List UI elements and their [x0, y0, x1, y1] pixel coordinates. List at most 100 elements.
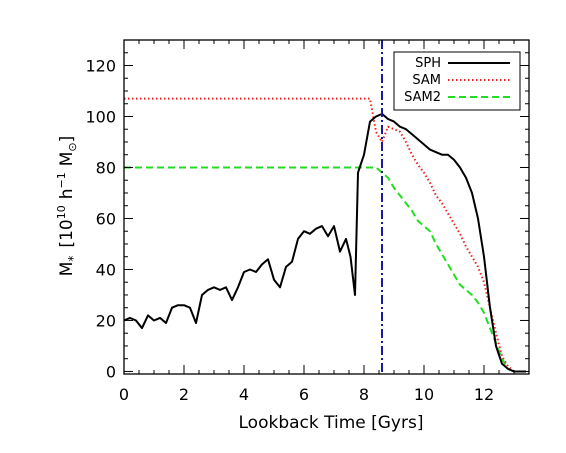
- data-point-sam2: [465, 289, 466, 290]
- data-point-sph: [213, 287, 214, 288]
- data-point-sph: [363, 154, 364, 155]
- data-point-sam: [441, 203, 442, 204]
- data-point-sph: [225, 287, 226, 288]
- x-tick-label: 10: [414, 385, 434, 404]
- data-point-sam: [213, 98, 214, 99]
- data-point-sph: [129, 317, 130, 318]
- data-point-sam2: [423, 226, 424, 227]
- data-point-sph: [291, 261, 292, 262]
- y-axis-symbol: M: [57, 262, 77, 277]
- data-point-sam2: [273, 167, 274, 168]
- data-point-sam2: [393, 187, 394, 188]
- data-point-sam: [495, 333, 496, 334]
- y-axis-subscript: *: [66, 256, 80, 262]
- series-line-sph: [124, 112, 526, 373]
- data-point-sph: [501, 363, 502, 364]
- data-point-sph: [321, 226, 322, 227]
- x-tick-label: 0: [119, 385, 129, 404]
- data-point-sph: [489, 307, 490, 308]
- data-point-sph: [507, 368, 508, 369]
- data-point-sph: [357, 172, 358, 173]
- data-point-sph: [183, 305, 184, 306]
- data-point-sph: [285, 266, 286, 267]
- data-point-sam2: [471, 294, 472, 295]
- data-point-sph: [165, 322, 166, 323]
- data-point-sam: [387, 126, 388, 127]
- legend-label-sph: SPH: [415, 56, 441, 71]
- data-point-sam2: [405, 203, 406, 204]
- y-axis-units-open: [10: [57, 219, 77, 247]
- data-point-sph: [219, 289, 220, 290]
- data-point-sph: [333, 226, 334, 227]
- data-point-sph: [327, 236, 328, 237]
- data-point-sph: [303, 231, 304, 232]
- data-point-sam2: [483, 312, 484, 313]
- data-point-sph: [279, 287, 280, 288]
- data-point-sam2: [447, 264, 448, 265]
- y-axis-units-close: ]: [57, 136, 77, 143]
- data-point-sph: [447, 154, 448, 155]
- legend-label-sam2: SAM2: [404, 90, 441, 105]
- data-point-sam2: [387, 177, 388, 178]
- data-point-sph: [423, 144, 424, 145]
- y-tick-label: 0: [106, 362, 116, 381]
- x-tick-label: 12: [474, 385, 494, 404]
- data-point-sam: [435, 195, 436, 196]
- data-point-sam: [465, 246, 466, 247]
- data-point-sph: [345, 238, 346, 239]
- data-point-sam: [459, 233, 460, 234]
- y-axis-units-hexp: −1: [55, 172, 68, 188]
- data-point-sph: [483, 256, 484, 257]
- x-axis-title: Lookback Time [Gyrs]: [239, 413, 424, 433]
- data-point-sph: [495, 345, 496, 346]
- data-point-sph: [153, 320, 154, 321]
- data-point-sph: [297, 238, 298, 239]
- data-point-sam2: [453, 274, 454, 275]
- data-point-sph: [315, 228, 316, 229]
- y-axis-units-h: h: [57, 189, 77, 200]
- data-point-sam: [447, 213, 448, 214]
- data-point-sph: [375, 116, 376, 117]
- data-point-sam: [243, 98, 244, 99]
- data-point-sam: [369, 98, 370, 99]
- data-point-sph: [411, 134, 412, 135]
- data-point-sph: [477, 218, 478, 219]
- data-point-sph: [339, 251, 340, 252]
- y-tick-label: 60: [96, 209, 116, 228]
- data-point-sam2: [375, 167, 376, 168]
- data-point-sam: [273, 98, 274, 99]
- data-point-sam2: [213, 167, 214, 168]
- data-point-sam2: [333, 167, 334, 168]
- data-point-sph: [471, 192, 472, 193]
- data-point-sph: [429, 149, 430, 150]
- data-point-sph: [435, 152, 436, 153]
- data-point-sam: [501, 356, 502, 357]
- data-point-sph: [243, 271, 244, 272]
- data-point-sam: [411, 154, 412, 155]
- data-point-sam: [471, 256, 472, 257]
- data-point-sam: [453, 223, 454, 224]
- data-point-sam: [507, 366, 508, 367]
- y-tick-label: 20: [96, 311, 116, 330]
- data-point-sam2: [243, 167, 244, 168]
- data-point-sam2: [417, 220, 418, 221]
- data-point-sph: [441, 154, 442, 155]
- y-tick-label: 40: [96, 260, 116, 279]
- data-point-sph: [159, 317, 160, 318]
- data-point-sam: [423, 172, 424, 173]
- legend: SPH SAM SAM2: [393, 51, 521, 111]
- x-tick-label: 2: [179, 385, 189, 404]
- data-point-sam2: [429, 231, 430, 232]
- x-tick-label: 8: [359, 385, 369, 404]
- data-point-sph: [369, 121, 370, 122]
- data-point-sph: [393, 121, 394, 122]
- series-line-sam2: [124, 166, 520, 373]
- y-axis-units-exp: 10: [55, 205, 68, 219]
- data-point-sam: [333, 98, 334, 99]
- data-point-sph: [201, 294, 202, 295]
- data-point-sph: [189, 307, 190, 308]
- data-point-sam: [417, 164, 418, 165]
- data-point-sph: [387, 118, 388, 119]
- data-point-sph: [273, 279, 274, 280]
